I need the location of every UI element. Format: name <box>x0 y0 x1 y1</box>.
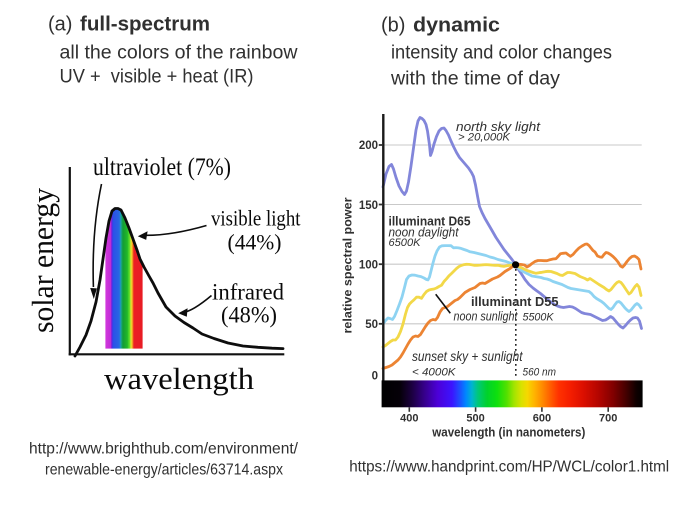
svg-text:ultraviolet (7%): ultraviolet (7%) <box>93 154 231 181</box>
svg-text:illuminant D65: illuminant D65 <box>389 214 471 229</box>
svg-text:< 4000K: < 4000K <box>412 367 456 379</box>
svg-text:560 nm: 560 nm <box>523 367 557 379</box>
svg-text:> 20,000K: > 20,000K <box>458 132 511 144</box>
svg-text:intensity and color changes: intensity and color changes <box>391 43 612 64</box>
svg-text:sunset sky + sunlight: sunset sky + sunlight <box>412 349 524 364</box>
svg-text:visible light: visible light <box>211 206 301 231</box>
svg-text:wavelength: wavelength <box>104 361 255 396</box>
svg-text:50: 50 <box>365 319 378 331</box>
svg-text:5500K: 5500K <box>523 312 555 324</box>
svg-text:200: 200 <box>359 140 378 152</box>
svg-text:all the colors of the rainbow: all the colors of the rainbow <box>60 43 298 64</box>
svg-text:(a): (a) <box>48 14 72 36</box>
svg-text:6500K: 6500K <box>389 237 422 249</box>
svg-text:100: 100 <box>359 260 378 272</box>
svg-text:noon daylight: noon daylight <box>389 225 460 240</box>
svg-text:http://www.brighthub.com/envir: http://www.brighthub.com/environment/ <box>29 441 299 458</box>
svg-text:(44%): (44%) <box>228 230 282 255</box>
svg-text:noon sunlight: noon sunlight <box>454 309 519 324</box>
svg-text:relative spectral power: relative spectral power <box>343 197 355 334</box>
svg-text:https://www.handprint.com/HP/W: https://www.handprint.com/HP/WCL/color1.… <box>349 459 669 476</box>
svg-text:700: 700 <box>599 413 617 425</box>
svg-text:600: 600 <box>533 413 551 425</box>
svg-text:with the time of day: with the time of day <box>390 69 561 90</box>
svg-text:(48%): (48%) <box>221 303 277 328</box>
svg-text:illuminant D55: illuminant D55 <box>471 294 559 309</box>
svg-text:(b): (b) <box>381 15 405 37</box>
svg-text:500: 500 <box>466 413 484 425</box>
svg-text:400: 400 <box>400 413 418 425</box>
svg-text:full-spectrum: full-spectrum <box>80 14 210 36</box>
svg-text:0: 0 <box>372 371 378 383</box>
svg-text:infrared: infrared <box>212 280 284 305</box>
svg-text:wavelength (in nanometers): wavelength (in nanometers) <box>431 425 585 439</box>
svg-text:north sky light: north sky light <box>456 119 541 134</box>
svg-text:UV + visible + heat (IR): UV + visible + heat (IR) <box>60 67 254 88</box>
svg-text:150: 150 <box>359 200 378 212</box>
svg-text:renewable-energy/articles/6371: renewable-energy/articles/63714.aspx <box>45 462 283 479</box>
svg-text:dynamic: dynamic <box>413 15 500 37</box>
svg-text:solar energy: solar energy <box>25 188 60 333</box>
